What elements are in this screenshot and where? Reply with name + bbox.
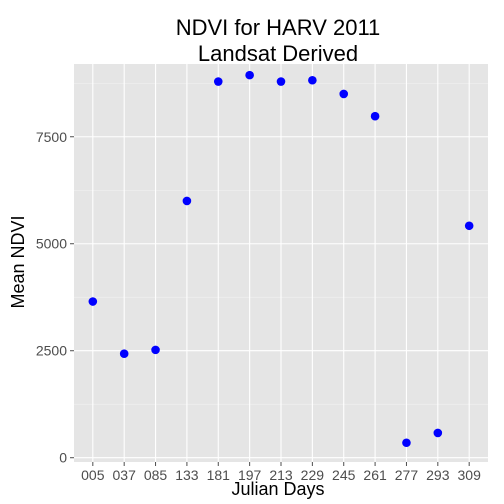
major-gridlines xyxy=(74,64,488,462)
data-point xyxy=(464,221,474,231)
x-tick-label: 293 xyxy=(426,467,450,483)
data-point xyxy=(182,196,192,206)
data-point xyxy=(151,345,160,355)
chart-title-line2: Landsat Derived xyxy=(198,41,358,66)
data-point xyxy=(119,349,129,359)
data-point xyxy=(308,75,317,85)
x-tick-label: 181 xyxy=(207,467,231,483)
data-point xyxy=(245,70,254,80)
x-tick-label: 309 xyxy=(458,467,482,483)
chart-title-line1: NDVI for HARV 2011 xyxy=(176,15,381,40)
x-tick-label: 037 xyxy=(113,467,137,483)
x-tick-label: 133 xyxy=(175,467,199,483)
data-points xyxy=(88,70,474,448)
x-axis-title: Julian Days xyxy=(231,479,324,499)
data-point xyxy=(276,77,286,86)
x-tick-label: 213 xyxy=(269,467,293,483)
data-point xyxy=(402,438,411,448)
y-axis-title: Mean NDVI xyxy=(8,215,28,308)
y-tick-label: 7500 xyxy=(36,129,67,145)
data-point xyxy=(88,297,98,306)
data-point xyxy=(339,89,349,99)
y-tick-label: 5000 xyxy=(36,236,67,252)
y-axis-ticks: 0 2500 5000 7500 xyxy=(36,129,74,466)
x-tick-label: 197 xyxy=(238,467,262,483)
x-tick-label: 085 xyxy=(144,467,168,483)
x-tick-label: 277 xyxy=(395,467,419,483)
y-tick-label: 2500 xyxy=(36,343,67,359)
x-axis-ticks: 005 037 085 133 181 197 213 229 245 261 277 293 309 xyxy=(81,462,481,483)
y-tick-label: 0 xyxy=(59,450,67,466)
data-point xyxy=(433,428,443,438)
data-point xyxy=(370,111,380,121)
data-point xyxy=(213,77,223,86)
x-tick-label: 245 xyxy=(332,467,356,483)
x-tick-label: 229 xyxy=(301,467,325,483)
x-tick-label: 261 xyxy=(363,467,387,483)
x-tick-label: 005 xyxy=(81,467,105,483)
